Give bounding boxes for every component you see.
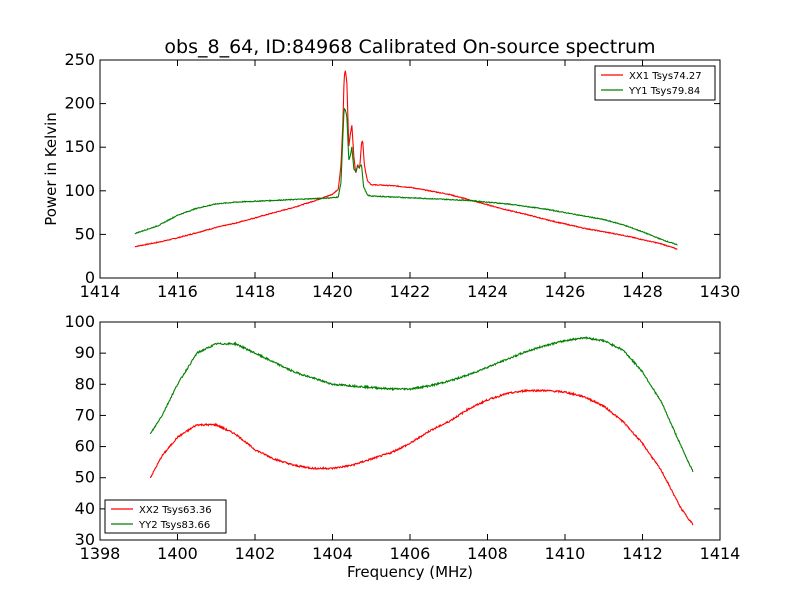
top-y-axis-label: Power in Kelvin [42, 112, 60, 226]
bottom-x-tick-label: 1402 [235, 544, 276, 563]
top-y-tick-label: 50 [75, 224, 95, 243]
top-y-tick-label: 250 [64, 50, 95, 69]
bottom-y-tick-label: 90 [75, 343, 95, 362]
top-x-tick-label: 1426 [545, 282, 586, 301]
top-legend-box [594, 65, 716, 101]
top-chart-title: obs_8_64, ID:84968 Calibrated On-source … [164, 36, 655, 58]
bottom-y-tick-label: 80 [75, 374, 95, 393]
bottom-legend-label-1: XX2 Tsys63.36 [139, 505, 212, 516]
bottom-plot: 1398 1400 1402 1404 1406 1408 1410 1412 1414 30 40… [64, 312, 740, 581]
bottom-legend: XX2 Tsys63.36 YY2 Tsys83.66 [104, 499, 227, 534]
bottom-y-tick-label: 70 [75, 405, 95, 424]
bottom-x-tick-label: 1414 [700, 544, 741, 563]
top-y-tick-label: 200 [64, 94, 95, 113]
top-y-tick-label: 0 [85, 268, 95, 287]
top-plot: 1414 1416 1418 1420 1422 1424 1426 1428 1430 0 50 1… [42, 36, 740, 301]
bottom-y-tick-label: 50 [75, 468, 95, 487]
top-series-line-1 [134, 70, 678, 250]
top-series-line-2 [134, 107, 678, 246]
bottom-x-tick-label: 1398 [80, 544, 121, 563]
top-x-tick-label: 1420 [312, 282, 353, 301]
top-x-tick-label: 1418 [235, 282, 276, 301]
bottom-x-tick-label: 1412 [622, 544, 663, 563]
top-legend-label-2: YY1 Tsys79.84 [628, 86, 700, 97]
bottom-x-tick-label: 1404 [312, 544, 353, 563]
bottom-x-tick-label: 1410 [545, 544, 586, 563]
top-y-tick-label: 100 [64, 181, 95, 200]
bottom-legend-box [104, 499, 227, 534]
bottom-y-tick-label: 30 [75, 530, 95, 549]
bottom-y-tick-label: 100 [64, 312, 95, 331]
top-legend: XX1 Tsys74.27 YY1 Tsys79.84 [594, 65, 716, 101]
bottom-y-tick-label: 40 [75, 499, 95, 518]
top-x-tick-label: 1414 [80, 282, 121, 301]
top-x-tick-label: 1428 [622, 282, 663, 301]
top-x-tick-label: 1424 [467, 282, 508, 301]
top-x-tick-label: 1422 [390, 282, 431, 301]
bottom-x-tick-label: 1408 [467, 544, 508, 563]
top-x-tick-label: 1430 [700, 282, 741, 301]
bottom-x-tick-label: 1400 [157, 544, 198, 563]
top-legend-label-1: XX1 Tsys74.27 [629, 71, 702, 82]
top-x-tick-label: 1416 [157, 282, 198, 301]
bottom-x-axis-label: Frequency (MHz) [347, 563, 473, 581]
bottom-legend-label-2: YY2 Tsys83.66 [138, 520, 210, 531]
bottom-x-tick-label: 1406 [390, 544, 431, 563]
top-y-tick-label: 150 [64, 137, 95, 156]
bottom-series-line-2 [149, 336, 694, 473]
bottom-series-line-1 [149, 388, 694, 526]
bottom-y-tick-label: 60 [75, 437, 95, 456]
